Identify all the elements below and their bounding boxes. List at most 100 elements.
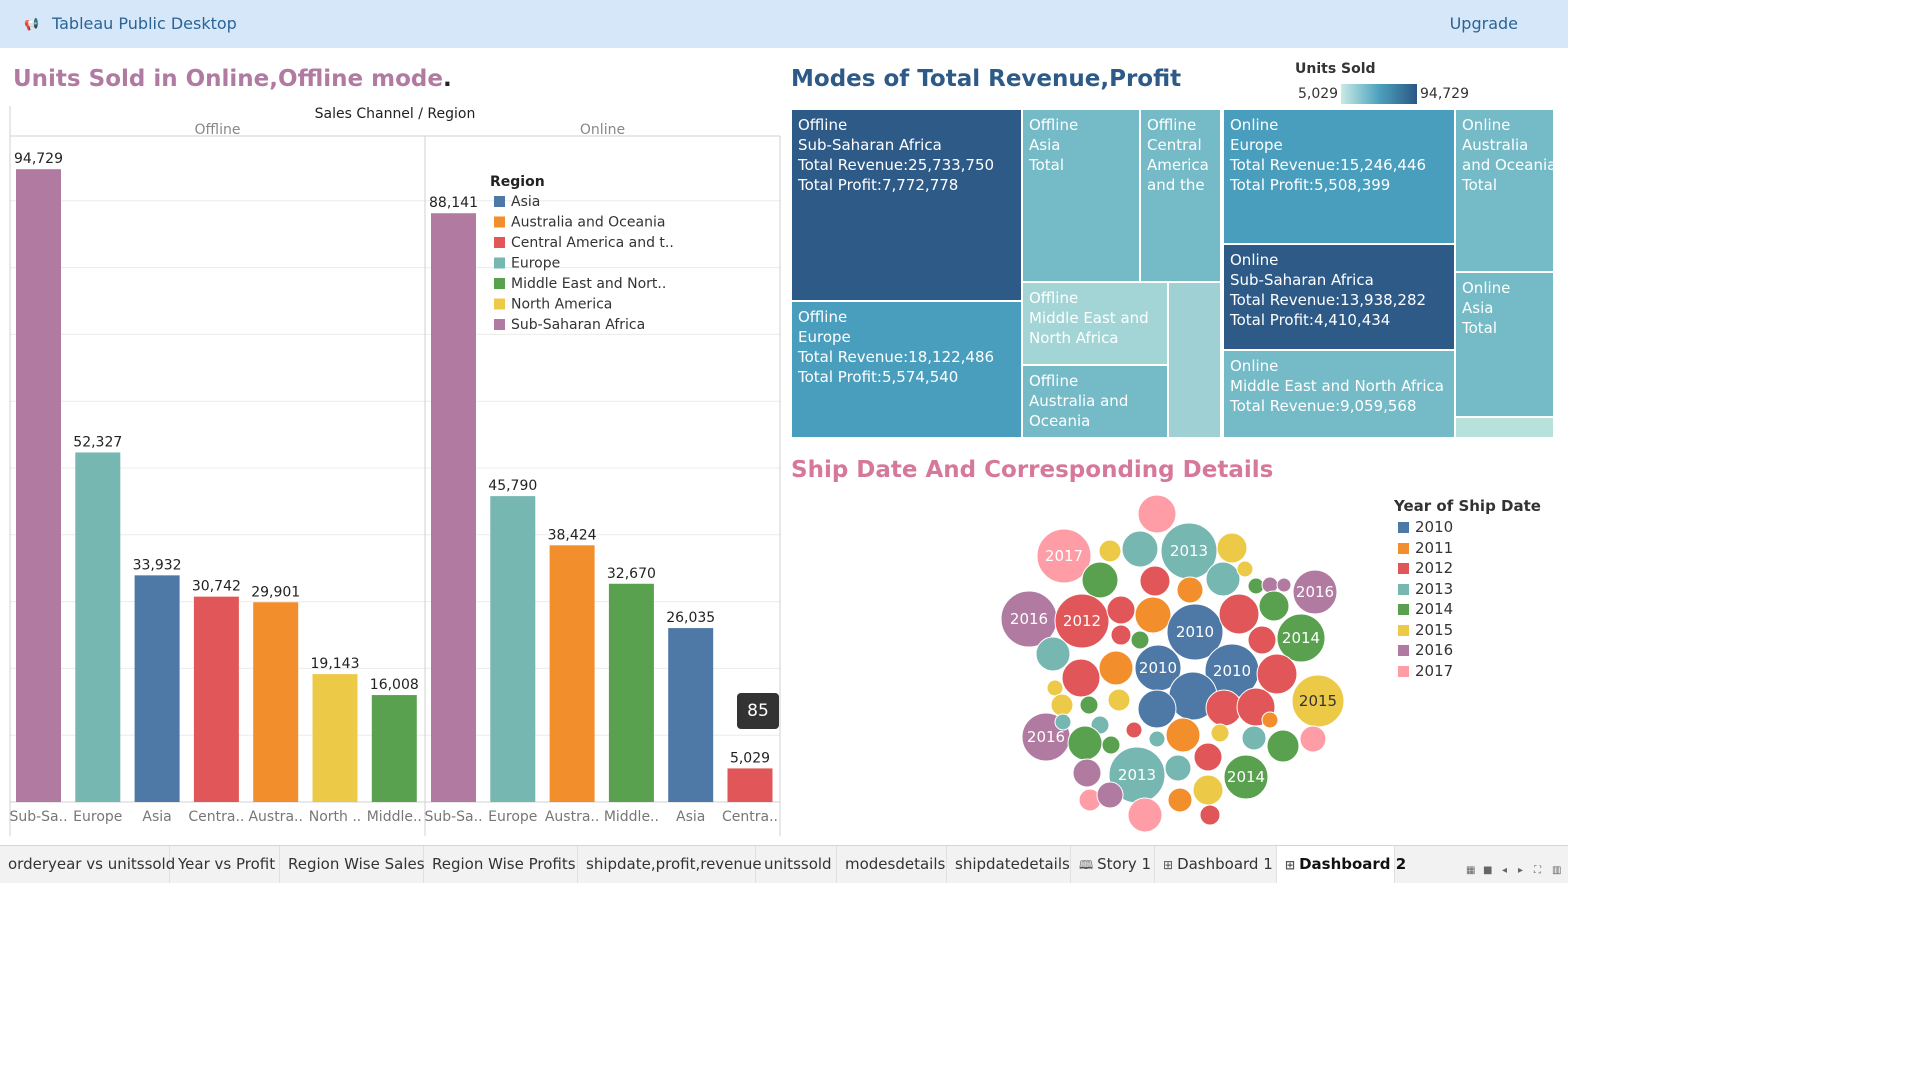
ship-year-bubble[interactable] [1292, 569, 1338, 615]
ship-year-bubble[interactable] [1192, 774, 1224, 806]
ship-year-bubble[interactable] [1125, 721, 1143, 739]
bar-online[interactable] [549, 545, 595, 802]
treemap-cell[interactable] [1168, 282, 1221, 438]
grid-view-icon[interactable]: ▦ [1466, 865, 1476, 876]
treemap-cell[interactable]: Online Sub-Saharan Africa Total Revenue:13… [1223, 244, 1455, 350]
ship-year-bubble[interactable] [1164, 754, 1192, 782]
ship-year-bubble[interactable] [1107, 688, 1131, 712]
treemap-cell-line: Total Profit:5,574,540 [798, 368, 959, 386]
bar-online[interactable] [727, 768, 773, 802]
bar-offline[interactable] [371, 695, 417, 802]
ship-year-bubble[interactable] [1134, 596, 1172, 634]
ship-year-bubble[interactable] [1139, 565, 1171, 597]
ship-year-bubble[interactable] [1205, 561, 1241, 597]
ship-year-bubble[interactable] [1079, 695, 1099, 715]
sheet-tab[interactable]: Year vs Profit [170, 846, 280, 883]
sheet-tab-label: Dashboard 2 [1299, 855, 1407, 873]
sheet-tab[interactable]: 🕮 Story 1 [1071, 846, 1155, 883]
ship-year-bubble[interactable] [1098, 539, 1122, 563]
ship-year-bubble[interactable] [1241, 725, 1267, 751]
ship-year-bubble[interactable] [1130, 630, 1150, 650]
ship-year-bubble[interactable] [1236, 560, 1254, 578]
ship-year-bubble[interactable] [1261, 711, 1279, 729]
treemap-cell[interactable]: Offline Europe Total Revenue:18,122,486 Tot… [791, 301, 1022, 438]
bar-offline[interactable] [75, 452, 121, 802]
ship-year-bubble[interactable] [1176, 576, 1204, 604]
bar-offline[interactable] [16, 169, 61, 803]
ship-year-bubble[interactable] [1258, 590, 1290, 622]
sheet-tab[interactable]: ⊞ Dashboard 2 [1277, 846, 1406, 883]
ship-year-bubble[interactable] [1193, 742, 1223, 772]
treemap-cell[interactable]: Online Europe Total Revenue:15,246,446 Tota… [1223, 109, 1455, 244]
prev-sheet-icon[interactable]: ◂ [1502, 865, 1508, 876]
ship-year-bubble[interactable] [1276, 577, 1292, 593]
treemap-cell[interactable]: Online Middle East and North Africa Total … [1223, 350, 1455, 438]
treemap-cell[interactable]: Offline Australia and Oceania [1022, 365, 1168, 438]
ship-year-bubble[interactable] [1121, 530, 1159, 568]
ship-year-bubble[interactable] [1098, 650, 1134, 686]
ship-year-bubble[interactable] [1081, 561, 1119, 599]
bar-offline[interactable] [193, 596, 239, 802]
treemap-cell[interactable]: Online Australia and Oceania Total [1455, 109, 1554, 272]
ship-year-bubble[interactable] [1054, 593, 1110, 649]
bar-online[interactable] [490, 496, 536, 802]
sheet-tab[interactable]: shipdatedetails [947, 846, 1071, 883]
filmstrip-icon[interactable]: ▥ [1552, 865, 1562, 876]
sheet-tab[interactable]: Region Wise Sales [280, 846, 425, 883]
treemap-cell[interactable]: Offline Sub-Saharan Africa Total Revenue:2… [791, 109, 1022, 301]
sheet-tab[interactable]: Region Wise Profits [424, 846, 578, 883]
bar-offline[interactable] [134, 575, 180, 802]
square-view-icon[interactable]: ■ [1483, 865, 1493, 876]
ship-year-bubble[interactable] [1165, 717, 1201, 753]
ship-year-bubble[interactable] [1137, 689, 1177, 729]
bar-online[interactable] [668, 628, 714, 802]
treemap-cell-line: Europe [1230, 136, 1283, 154]
ship-year-bubble[interactable] [1218, 593, 1260, 635]
sheet-tab[interactable]: modesdetails [837, 846, 947, 883]
ship-year-bubble[interactable] [1148, 730, 1166, 748]
ship-year-bubble[interactable] [1036, 528, 1092, 584]
ship-year-bubble[interactable] [1050, 693, 1074, 717]
ship-year-bubble[interactable] [1096, 781, 1124, 809]
ship-year-bubble[interactable] [1199, 804, 1221, 826]
ship-year-bubble[interactable] [1167, 787, 1193, 813]
treemap-cell[interactable]: Offline Central America and the [1140, 109, 1221, 282]
sheet-tab[interactable]: orderyear vs unitssold [0, 846, 175, 883]
ship-year-bubble[interactable] [1072, 758, 1102, 788]
ship-year-bubble[interactable] [1067, 725, 1103, 761]
next-sheet-icon[interactable]: ▸ [1518, 865, 1524, 876]
ship-year-bubble[interactable] [1216, 532, 1248, 564]
ship-year-bubble[interactable] [1166, 603, 1224, 661]
ship-year-bubble[interactable] [1256, 653, 1298, 695]
upgrade-link[interactable]: Upgrade [1449, 14, 1518, 33]
ship-year-bubble[interactable] [1247, 625, 1277, 655]
ship-year-bubble[interactable] [1054, 713, 1072, 731]
legend-swatch [1398, 583, 1409, 595]
treemap-cell[interactable]: Offline Asia Total [1022, 109, 1140, 282]
treemap-cell-line: Sub-Saharan Africa [1230, 271, 1374, 289]
ship-year-bubble[interactable] [1106, 595, 1136, 625]
treemap-cell[interactable]: Offline Middle East and North Africa [1022, 282, 1168, 365]
x-tick-label: Austra.. [248, 809, 302, 825]
ship-year-bubble[interactable] [1110, 624, 1132, 646]
ship-year-bubble[interactable] [1223, 754, 1269, 800]
sheet-tab[interactable]: shipdate,profit,revenue [578, 846, 762, 883]
bar-offline[interactable] [312, 674, 358, 802]
ship-year-bubble[interactable] [1266, 729, 1300, 763]
bar-offline[interactable] [253, 602, 299, 802]
treemap-cell[interactable] [1455, 417, 1554, 438]
treemap-cell[interactable]: Online Asia Total [1455, 272, 1554, 417]
ship-year-bubble[interactable] [1210, 723, 1230, 743]
ship-year-bubble[interactable] [1061, 658, 1101, 698]
ship-year-bubble[interactable] [1035, 636, 1071, 672]
ship-year-bubble[interactable] [1276, 613, 1326, 663]
sheet-tab[interactable]: unitssold [756, 846, 837, 883]
bar-online[interactable] [608, 583, 654, 802]
ship-year-bubble[interactable] [1101, 735, 1121, 755]
ship-year-bubble[interactable] [1299, 725, 1327, 753]
sheet-tab[interactable]: ⊞ Dashboard 1 [1155, 846, 1277, 883]
fullscreen-icon[interactable]: ⛶ [1534, 865, 1541, 876]
bar-online[interactable] [431, 213, 476, 802]
ship-year-bubble[interactable] [1127, 797, 1163, 833]
ship-year-bubble[interactable] [1137, 494, 1177, 534]
